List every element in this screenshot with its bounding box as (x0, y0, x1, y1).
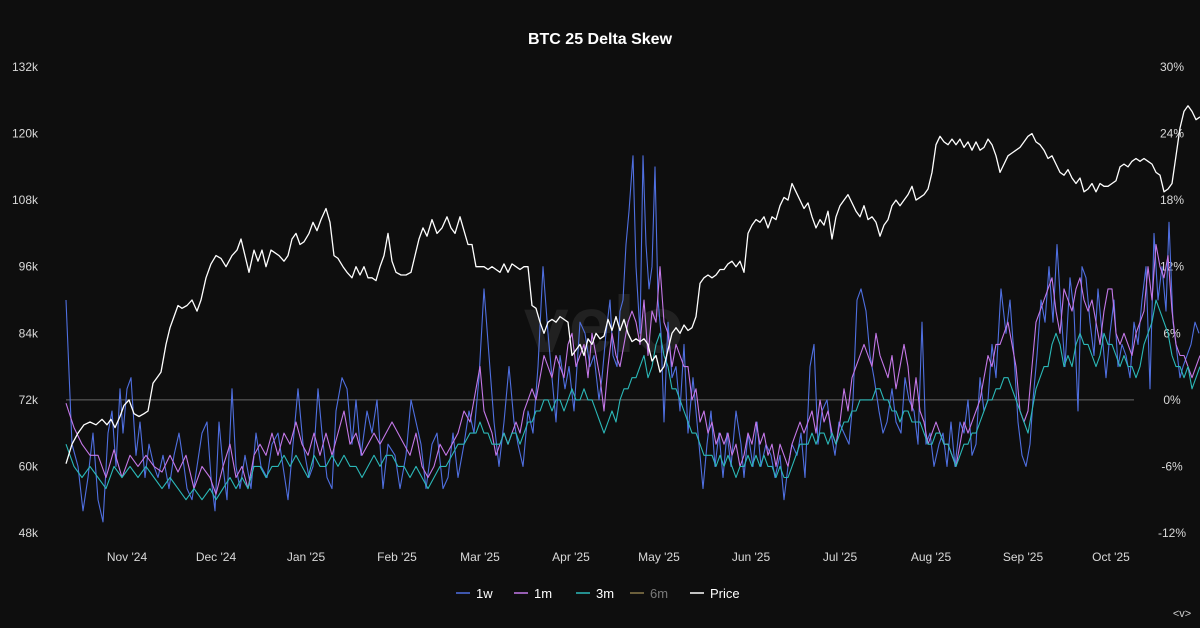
legend-item-3m[interactable]: 3m (576, 586, 614, 601)
left-tick-label: 108k (12, 193, 39, 207)
right-tick-label: 0% (1163, 393, 1181, 407)
right-tick-label: 24% (1160, 127, 1184, 141)
legend-item-6m[interactable]: 6m (630, 586, 668, 601)
right-tick-label: 30% (1160, 60, 1184, 74)
left-tick-label: 96k (19, 260, 39, 274)
x-tick-label: Oct '25 (1092, 550, 1130, 564)
x-tick-label: Feb '25 (377, 550, 417, 564)
x-tick-label: Apr '25 (552, 550, 590, 564)
x-tick-label: Aug '25 (911, 550, 952, 564)
right-tick-label: 6% (1163, 326, 1181, 340)
chart-title: BTC 25 Delta Skew (528, 31, 673, 48)
series-line-3m (65, 299, 1200, 501)
legend-label: 6m (650, 586, 668, 601)
right-tick-label: -6% (1161, 459, 1183, 473)
x-tick-label: Nov '24 (107, 550, 148, 564)
right-tick-label: 18% (1160, 193, 1184, 207)
x-axis: Nov '24 Dec '24 Jan '25 Feb '25 Mar '25 Apr '… (107, 550, 1130, 564)
left-tick-label: 84k (19, 326, 39, 340)
series-line-1m (65, 243, 1200, 495)
legend-item-1m[interactable]: 1m (514, 586, 552, 601)
legend-label: 3m (596, 586, 614, 601)
corner-toggle[interactable]: <v> (1173, 608, 1191, 620)
left-tick-label: 60k (19, 459, 39, 473)
legend-label: 1m (534, 586, 552, 601)
legend: 1w 1m 3m 6m Price (456, 586, 740, 601)
x-tick-label: May '25 (638, 550, 680, 564)
x-tick-label: Jun '25 (732, 550, 771, 564)
legend-item-1w[interactable]: 1w (456, 586, 493, 601)
legend-label: 1w (476, 586, 493, 601)
x-tick-label: Mar '25 (460, 550, 500, 564)
legend-item-price[interactable]: Price (690, 586, 740, 601)
series-line-price (65, 105, 1200, 464)
legend-label: Price (710, 586, 740, 601)
x-tick-label: Jul '25 (823, 550, 858, 564)
left-tick-label: 72k (19, 393, 39, 407)
x-tick-label: Dec '24 (196, 550, 237, 564)
left-tick-label: 132k (12, 60, 39, 74)
right-tick-label: -12% (1158, 526, 1186, 540)
left-axis: 48k 60k 72k 84k 96k 108k 120k 132k (12, 60, 39, 540)
left-tick-label: 48k (19, 526, 39, 540)
left-tick-label: 120k (12, 127, 39, 141)
x-tick-label: Sep '25 (1003, 550, 1044, 564)
x-tick-label: Jan '25 (287, 550, 326, 564)
series-line-1w (65, 155, 1200, 523)
series-layer (65, 105, 1200, 523)
right-tick-label: 12% (1160, 260, 1184, 274)
